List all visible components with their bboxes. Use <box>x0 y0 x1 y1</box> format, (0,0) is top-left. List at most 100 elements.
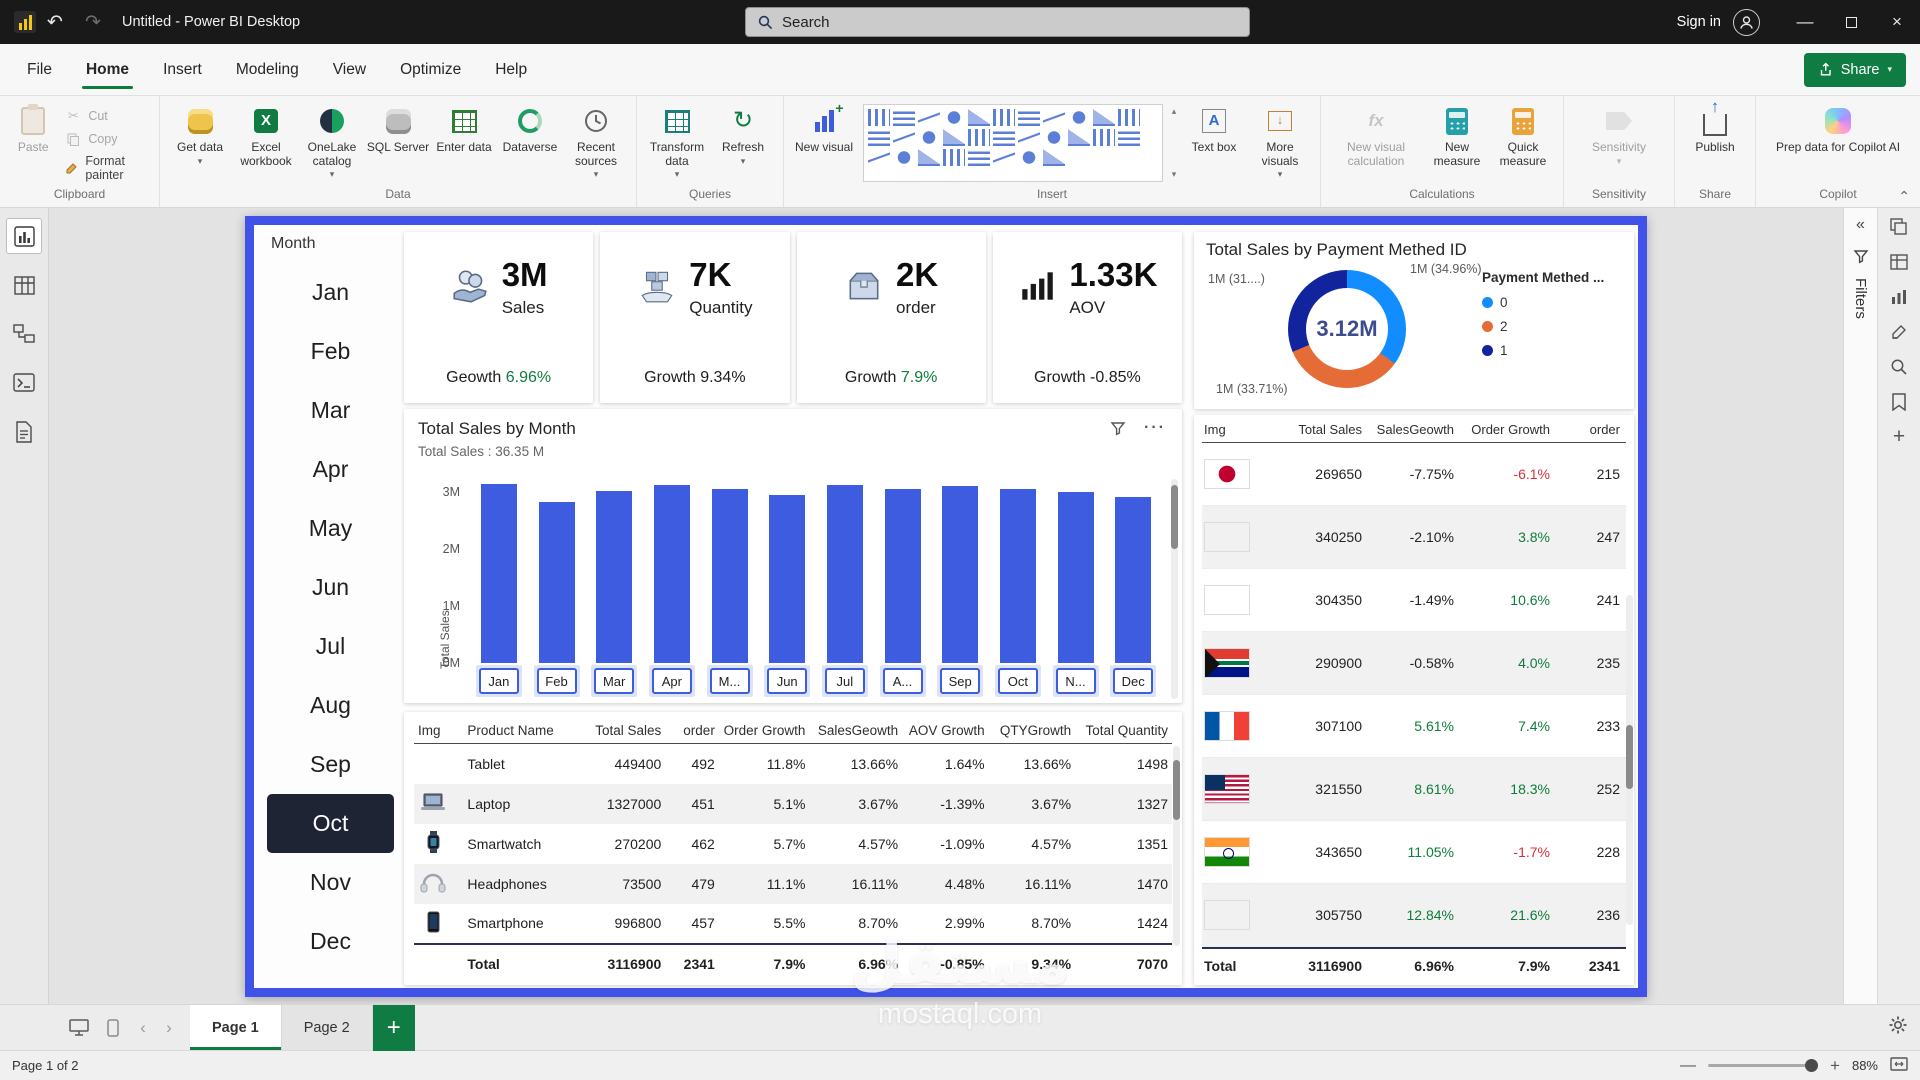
bar-dec[interactable] <box>1115 497 1152 663</box>
excel-workbook-button[interactable]: X Excel workbook <box>233 102 299 168</box>
slicer-item-sep[interactable]: Sep <box>310 751 351 777</box>
report-page-selected[interactable]: Month Jan Feb Mar Apr May Jun Jul Aug Sep Oct Nov D… <box>245 216 1647 997</box>
account-avatar-icon[interactable] <box>1733 8 1760 36</box>
visual-gallery-item[interactable] <box>993 109 1015 126</box>
product-table-scrollbar[interactable] <box>1173 746 1180 946</box>
zoom-out-icon[interactable]: — <box>1680 1056 1697 1074</box>
page-tab-page-2[interactable]: Page 2 <box>281 1005 373 1050</box>
visual-gallery-item[interactable] <box>1043 129 1065 146</box>
product-row-tablet[interactable]: Tablet 449400 492 11.8% 13.66% 1.64% 13.66% 149… <box>414 744 1172 784</box>
bar-m[interactable] <box>711 489 748 663</box>
enter-data-button[interactable]: Enter data <box>431 102 497 155</box>
slicer-item-aug[interactable]: Aug <box>310 692 351 718</box>
visual-gallery-item[interactable] <box>868 149 890 166</box>
x-label[interactable]: Dec <box>1113 668 1154 694</box>
bar-jun[interactable] <box>769 495 806 663</box>
new-visual-button[interactable]: + New visual <box>794 100 854 154</box>
more-visuals-button[interactable]: More visuals▾ <box>1247 102 1313 182</box>
new-measure-button[interactable]: New measure <box>1424 102 1490 168</box>
visual-gallery-item[interactable] <box>918 129 940 146</box>
sign-in-link[interactable]: Sign in <box>1676 14 1721 30</box>
country-row[interactable]: 305750 12.84% 21.6% 236 <box>1202 884 1626 947</box>
slicer-item-feb[interactable]: Feb <box>310 338 351 364</box>
product-column-header[interactable]: Img <box>414 718 464 744</box>
menu-item-file[interactable]: File <box>27 60 52 78</box>
visual-gallery-item[interactable] <box>868 109 890 126</box>
visual-gallery-item[interactable] <box>1068 109 1090 126</box>
bar-apr[interactable] <box>653 485 690 663</box>
product-row-smartwatch[interactable]: Smartwatch 270200 462 5.7% 4.57% -1.09% 4.57% 1… <box>414 824 1172 864</box>
refresh-button[interactable]: ↻ Refresh ▾ <box>710 102 776 168</box>
visual-gallery-item[interactable] <box>968 129 990 146</box>
product-column-header[interactable]: Total Sales <box>576 718 666 744</box>
zoom-in-icon[interactable]: + <box>1830 1055 1840 1075</box>
minimize-button[interactable]: — <box>1796 12 1814 31</box>
publish-button[interactable]: Publish <box>1682 102 1748 155</box>
visual-gallery-item[interactable] <box>943 109 965 126</box>
x-label[interactable]: N... <box>1055 668 1096 694</box>
visual-gallery-item[interactable] <box>1118 129 1140 146</box>
prep-data-copilot-button[interactable]: Prep data for Copilot AI <box>1763 102 1913 155</box>
x-label[interactable]: A... <box>882 668 923 694</box>
paste-button[interactable]: Paste <box>7 102 59 155</box>
bar-chart-visual[interactable]: Total Sales by Month Total Sales : 36.35… <box>404 409 1182 703</box>
x-label[interactable]: Oct <box>997 668 1038 694</box>
country-row[interactable]: 307100 5.61% 7.4% 233 <box>1202 695 1626 758</box>
x-label[interactable]: Jul <box>824 668 865 694</box>
country-row[interactable]: 340250 -2.10% 3.8% 247 <box>1202 506 1626 569</box>
kpi-card-sales[interactable]: 3M Sales Geowth 6.96% <box>404 232 594 403</box>
visual-gallery-item[interactable] <box>943 129 965 146</box>
product-column-header[interactable]: SalesGeowth <box>809 718 903 744</box>
product-row-laptop[interactable]: Laptop 1327000 451 5.1% 3.67% -1.39% 3.67% 1327 <box>414 783 1172 824</box>
visual-gallery-item[interactable] <box>943 149 965 166</box>
filter-icon[interactable] <box>1110 420 1126 436</box>
country-table-scrollbar[interactable] <box>1626 595 1633 925</box>
x-label[interactable]: Sep <box>940 668 981 694</box>
previous-page-icon[interactable]: ‹ <box>140 1017 146 1037</box>
menu-item-home[interactable]: Home <box>69 44 146 95</box>
undo-button[interactable]: ↶ <box>47 11 63 33</box>
country-row[interactable]: 343650 11.05% -1.7% 228 <box>1202 821 1626 884</box>
build-visual-icon[interactable] <box>1890 288 1908 306</box>
product-table-visual[interactable]: Img Product Name Total Sales order Order Gro… <box>404 712 1182 985</box>
bar-sep[interactable] <box>942 486 979 663</box>
product-column-header[interactable]: Total Quantity <box>1075 718 1172 744</box>
stack-icon[interactable] <box>1890 218 1908 236</box>
visual-gallery-item[interactable] <box>968 109 990 126</box>
x-label[interactable]: Apr <box>651 668 692 694</box>
visual-gallery-item[interactable] <box>993 149 1015 166</box>
visual-gallery-item[interactable] <box>1043 109 1065 126</box>
country-row[interactable]: 269650 -7.75% -6.1% 215 <box>1202 443 1626 506</box>
mobile-view-icon[interactable] <box>96 1018 130 1037</box>
visual-gallery-item[interactable] <box>918 149 940 166</box>
model-view-icon[interactable] <box>6 316 42 352</box>
fit-to-page-icon[interactable] <box>1890 1057 1908 1074</box>
more-options-icon[interactable]: ··· <box>1144 419 1166 436</box>
product-row-headphones[interactable]: Headphones 73500 479 11.1% 16.11% 4.48% 16.11%… <box>414 863 1172 904</box>
new-visual-calculation-button[interactable]: fx New visual calculation <box>1328 102 1424 168</box>
bar-jul[interactable] <box>826 485 863 663</box>
product-column-header[interactable]: QTYGrowth <box>988 718 1076 744</box>
country-column-header[interactable]: SalesGeowth <box>1376 422 1454 437</box>
legend-item-1[interactable]: 1 <box>1482 343 1604 358</box>
bar-jan[interactable] <box>480 484 517 663</box>
onelake-catalog-button[interactable]: OneLake catalog ▾ <box>299 102 365 182</box>
visual-gallery-item[interactable] <box>893 149 915 166</box>
country-row[interactable]: 321550 8.61% 18.3% 252 <box>1202 758 1626 821</box>
x-label[interactable]: M... <box>709 668 750 694</box>
zoom-slider[interactable] <box>1708 1059 1819 1072</box>
slicer-item-may[interactable]: May <box>308 515 353 541</box>
sensitivity-button[interactable]: Sensitivity ▾ <box>1571 102 1667 168</box>
visual-gallery-item[interactable] <box>1018 149 1040 166</box>
menu-item-help[interactable]: Help <box>495 60 528 78</box>
country-table-visual[interactable]: Img Total Sales SalesGeowth Order Growth ord… <box>1194 415 1634 985</box>
sql-server-button[interactable]: SQL Server <box>365 102 431 155</box>
visual-gallery-item[interactable] <box>1118 109 1140 126</box>
data-pane-icon[interactable] <box>1890 253 1908 271</box>
bar-mar[interactable] <box>596 491 633 663</box>
country-column-header[interactable]: Order Growth <box>1471 422 1550 437</box>
dataverse-button[interactable]: Dataverse <box>497 102 563 155</box>
kpi-card-order[interactable]: 2K order Growth 7.9% <box>796 232 986 403</box>
visual-gallery-item[interactable] <box>993 129 1015 146</box>
settings-gear-icon[interactable] <box>1888 1015 1908 1040</box>
